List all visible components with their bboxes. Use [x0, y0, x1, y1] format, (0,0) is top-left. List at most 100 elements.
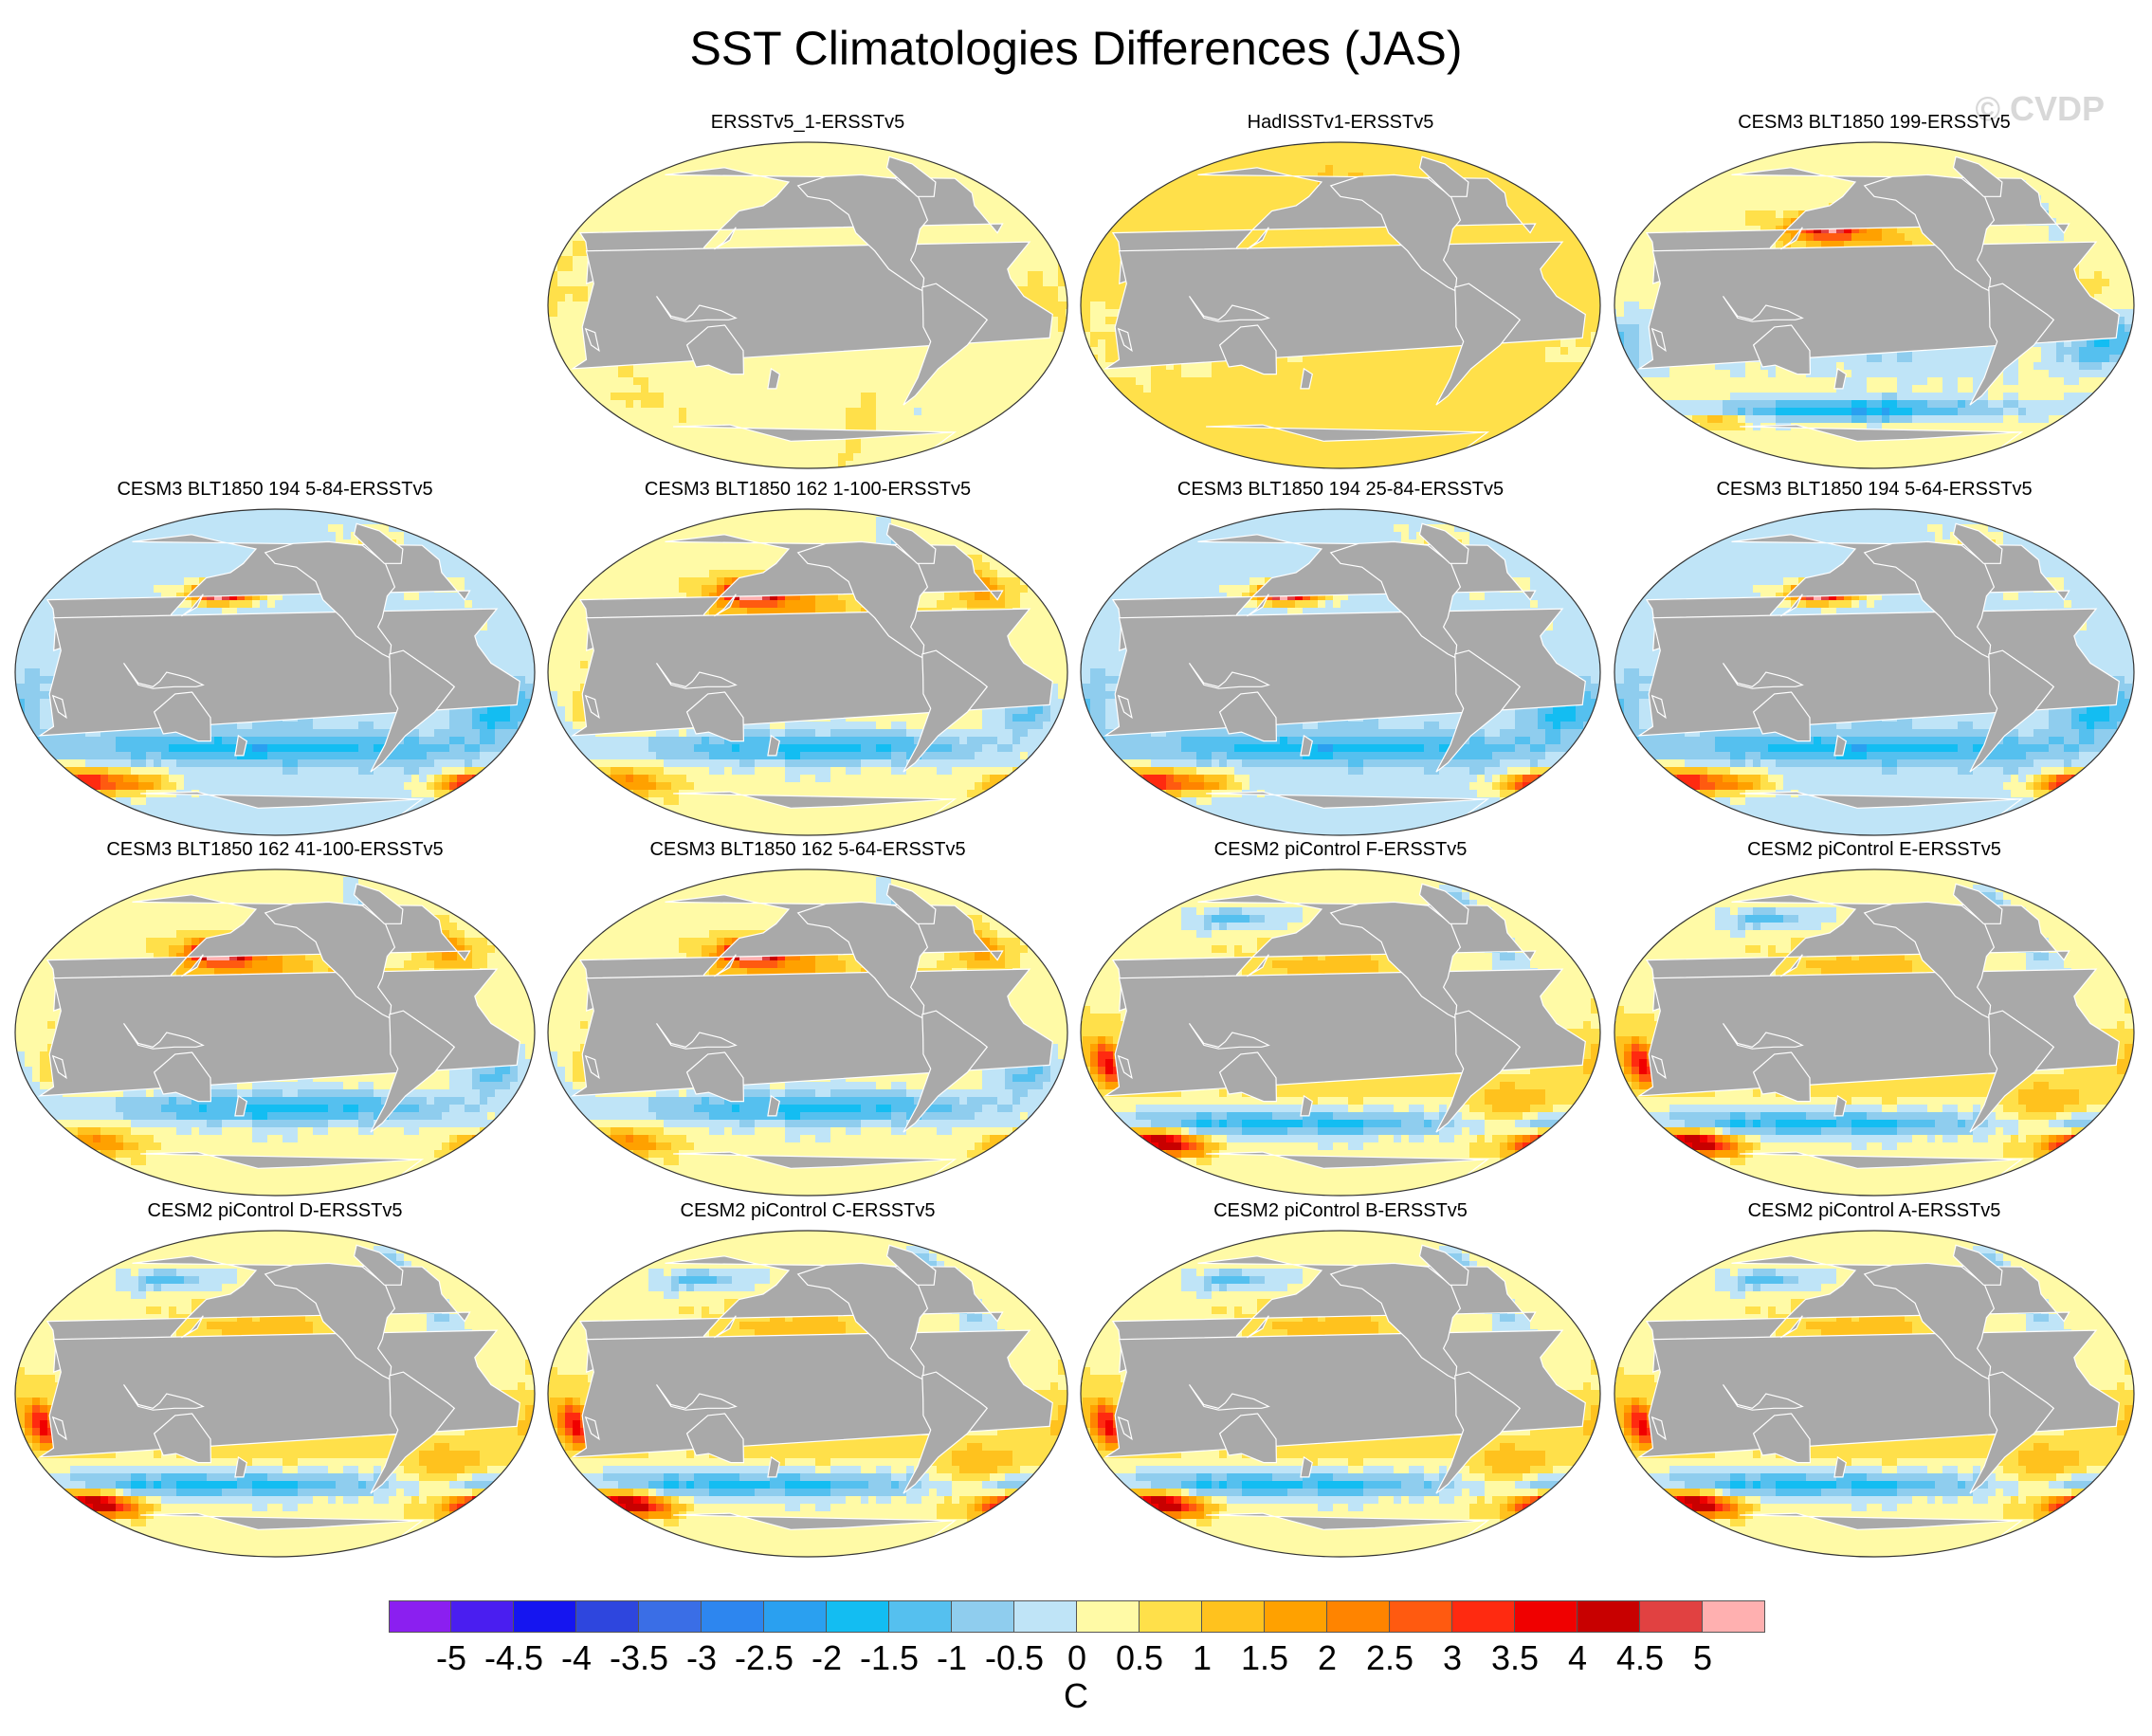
sst-field — [1081, 869, 1600, 1196]
land-mass — [1189, 1384, 1270, 1411]
colorbar-tick-label: -3.5 — [601, 1638, 677, 1678]
land-mass — [1952, 522, 2003, 564]
map-panel: CESM2 piControl A-ERSSTv5 — [1609, 1200, 2140, 1561]
land-mass — [264, 540, 396, 659]
panel-title: CESM3 BLT1850 162 5-64-ERSSTv5 — [542, 839, 1073, 861]
land-mass — [1952, 1244, 2003, 1286]
colorbar-swatch — [1703, 1600, 1765, 1633]
sst-difference-map — [547, 1230, 1068, 1558]
panel-title: CESM2 piControl C-ERSSTv5 — [542, 1200, 1073, 1222]
land-mass — [153, 1413, 212, 1464]
land-mass — [796, 901, 929, 1019]
land-mass — [1863, 174, 1996, 292]
land-mass — [1117, 327, 1133, 353]
land-mass — [1218, 324, 1278, 375]
land-mass — [796, 540, 929, 659]
colorbar-swatch — [827, 1600, 889, 1633]
sst-difference-map — [14, 1230, 536, 1558]
land-mass — [656, 1384, 738, 1411]
map-panel: CESM2 piControl B-ERSSTv5 — [1075, 1200, 1606, 1561]
panel-title: CESM2 piControl D-ERSSTv5 — [9, 1200, 540, 1222]
land-mass — [1833, 367, 1847, 390]
land-mass — [903, 649, 989, 773]
sst-field — [548, 1231, 1067, 1557]
map-outline — [547, 508, 1068, 836]
land-mass — [51, 694, 67, 720]
land-mass — [685, 1051, 745, 1103]
colorbar-swatch — [1640, 1600, 1703, 1633]
panel-title: CESM3 BLT1850 194 5-64-ERSSTv5 — [1609, 479, 2140, 501]
land-mass — [685, 1413, 745, 1464]
land-mass — [767, 734, 780, 757]
sst-field — [1614, 142, 2134, 468]
land-mass — [1218, 691, 1278, 742]
colorbar-tick-label: 4 — [1540, 1638, 1615, 1678]
sst-difference-map — [1614, 141, 2135, 469]
land-mass — [714, 594, 737, 617]
sst-difference-map — [14, 508, 536, 836]
panel-title: CESM2 piControl E-ERSSTv5 — [1609, 839, 2140, 861]
land-mass — [1780, 594, 1803, 617]
sst-difference-map — [1080, 868, 1601, 1197]
colorbar-swatch — [1327, 1600, 1390, 1633]
land-mass — [264, 901, 396, 1019]
land-mass — [1863, 901, 1996, 1019]
map-panel: CESM3 BLT1850 199-ERSSTv5 — [1609, 112, 2140, 472]
land-mass — [181, 594, 204, 617]
land-mass — [714, 227, 737, 250]
map-panel: CESM2 piControl D-ERSSTv5 — [9, 1200, 540, 1561]
land-mass — [1435, 649, 1522, 773]
land-mass — [1189, 663, 1270, 689]
land-mass — [234, 1455, 247, 1478]
colorbar-tick-label: 2 — [1289, 1638, 1365, 1678]
map-panel: CESM3 BLT1850 162 5-64-ERSSTv5 — [542, 839, 1073, 1199]
colorbar-tick-label: -3 — [664, 1638, 739, 1678]
land-mass — [234, 734, 247, 757]
land-mass — [1418, 1244, 1469, 1286]
colorbar-swatch — [1515, 1600, 1578, 1633]
land-mass — [1752, 324, 1812, 375]
colorbar-tick-label: 1 — [1164, 1638, 1240, 1678]
sst-difference-map — [1614, 1230, 2135, 1558]
panel-title: HadISSTv1-ERSSTv5 — [1075, 112, 1606, 134]
sst-field — [1614, 869, 2134, 1196]
land-mass — [153, 691, 212, 742]
colorbar-swatch — [889, 1600, 952, 1633]
land-mass — [584, 694, 600, 720]
land-mass — [1752, 691, 1812, 742]
panel-title: CESM2 piControl A-ERSSTv5 — [1609, 1200, 2140, 1222]
land-mass — [153, 1051, 212, 1103]
map-outline — [1614, 868, 2135, 1197]
land-mass — [1117, 1054, 1133, 1080]
sst-difference-map — [547, 141, 1068, 469]
map-outline — [547, 868, 1068, 1197]
land-mass — [1952, 883, 2003, 924]
land-mass — [1833, 734, 1847, 757]
panel-title: CESM3 BLT1850 194 25-84-ERSSTv5 — [1075, 479, 1606, 501]
map-panel: CESM3 BLT1850 194 25-84-ERSSTv5 — [1075, 479, 1606, 839]
land-mass — [584, 327, 600, 353]
sst-field — [15, 1231, 535, 1557]
land-mass — [584, 1416, 600, 1441]
colorbar — [389, 1600, 1765, 1633]
land-mass — [885, 883, 937, 924]
land-mass — [1723, 663, 1804, 689]
colorbar-tick-label: 5 — [1665, 1638, 1741, 1678]
land-mass — [51, 1054, 67, 1080]
land-mass — [181, 954, 204, 978]
land-mass — [767, 1094, 780, 1117]
land-mass — [885, 522, 937, 564]
colorbar-swatch — [1452, 1600, 1515, 1633]
map-panel: CESM3 BLT1850 162 1-100-ERSSTv5 — [542, 479, 1073, 839]
sst-field — [548, 509, 1067, 835]
colorbar-tick-label: -4 — [538, 1638, 614, 1678]
land-mass — [1117, 694, 1133, 720]
land-mass — [1189, 296, 1270, 322]
colorbar-swatch — [764, 1600, 827, 1633]
colorbar-swatch — [1140, 1600, 1202, 1633]
map-panel: CESM3 BLT1850 194 5-84-ERSSTv5 — [9, 479, 540, 839]
sst-field — [548, 142, 1067, 468]
colorbar-swatch — [1077, 1600, 1140, 1633]
land-mass — [1650, 1416, 1667, 1441]
map-panel: CESM2 piControl E-ERSSTv5 — [1609, 839, 2140, 1199]
